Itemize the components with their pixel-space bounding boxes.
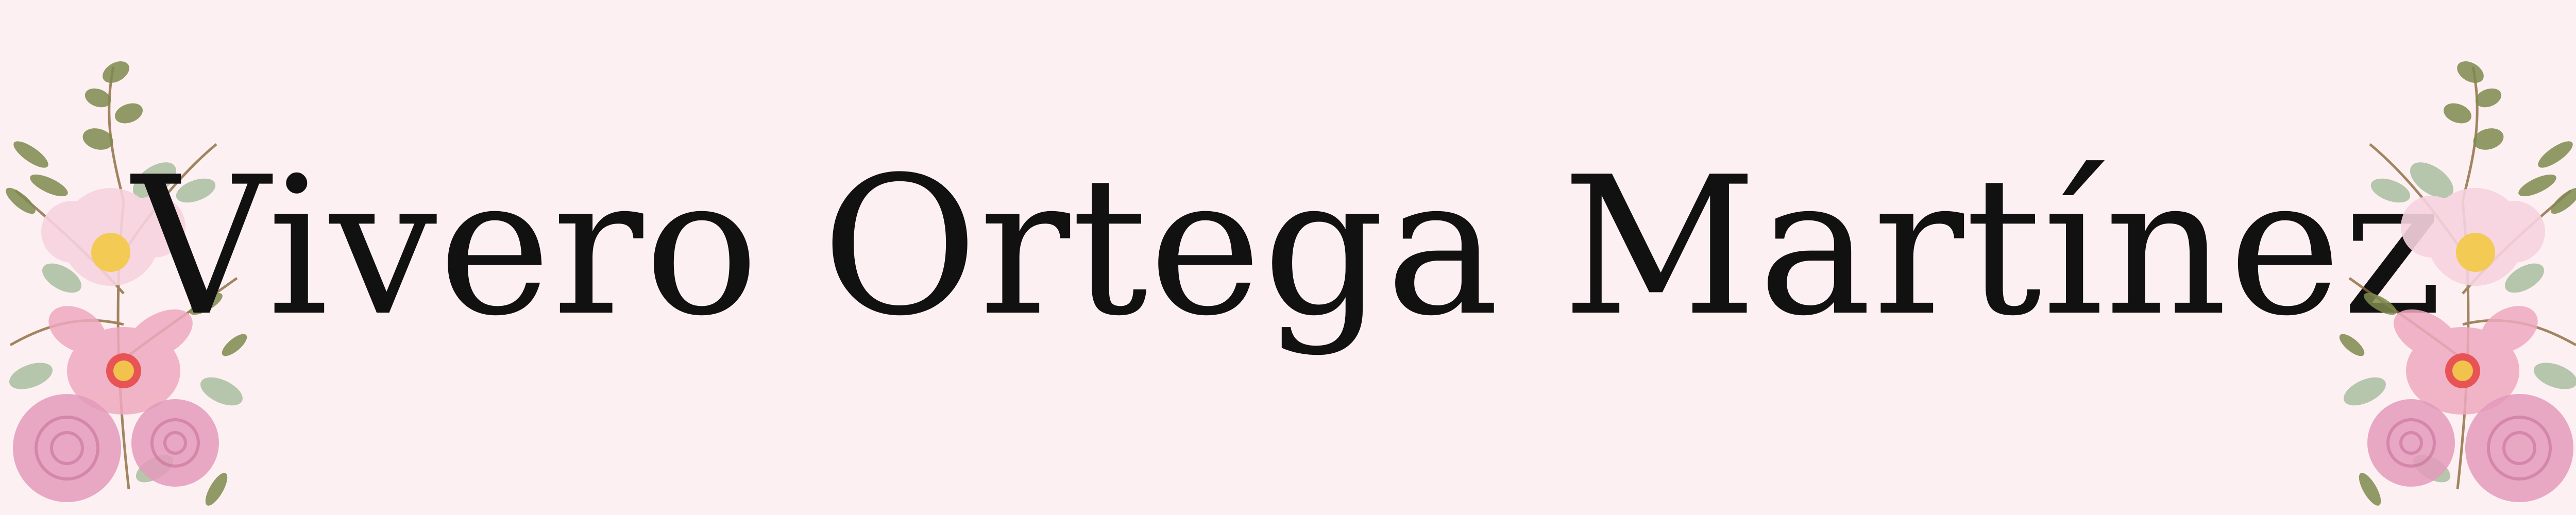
- right-floral-bouquet-icon: [2318, 36, 2576, 515]
- left-floral-bouquet-icon: [0, 36, 268, 515]
